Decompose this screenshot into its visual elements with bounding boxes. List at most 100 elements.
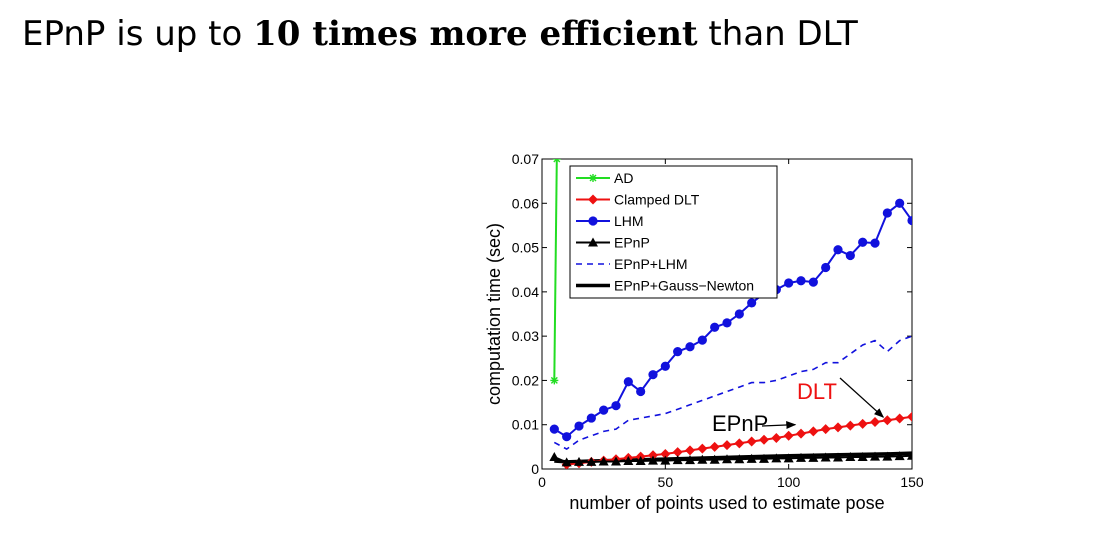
data-point-clamped-dlt (894, 413, 905, 424)
legend-label-epnp: EPnP (614, 235, 650, 251)
data-point-epnp (574, 456, 584, 466)
x-tick-label: 0 (538, 474, 546, 490)
legend-box (569, 165, 778, 299)
y-tick-label: 0.01 (512, 417, 539, 433)
data-point-epnp (894, 451, 905, 461)
y-axis-label: computation time (sec) (484, 223, 504, 405)
series-group (549, 159, 912, 469)
data-point-epnp (598, 456, 609, 466)
data-point-epnp (709, 454, 720, 464)
data-point-clamped-dlt (808, 426, 819, 437)
y-tick-label: 0.04 (512, 284, 539, 300)
data-point-clamped-dlt (833, 422, 843, 433)
series-ad (550, 159, 561, 385)
data-point-lhm (784, 278, 794, 288)
x-tick-label: 100 (777, 474, 801, 490)
data-point-lhm (660, 361, 670, 371)
data-point-clamped-dlt (722, 440, 732, 451)
data-point-ad (552, 159, 561, 163)
data-point-lhm (562, 432, 572, 442)
legend-marker-lhm (588, 216, 598, 226)
data-point-epnp (648, 455, 658, 465)
data-point-clamped-dlt (820, 424, 831, 435)
data-point-epnp (697, 454, 708, 464)
data-point-clamped-dlt (746, 436, 757, 447)
data-point-lhm (586, 413, 596, 423)
data-point-clamped-dlt (870, 417, 880, 428)
data-point-lhm (808, 277, 818, 287)
data-point-lhm (611, 401, 621, 411)
legend-label-lhm: LHM (614, 213, 644, 229)
data-point-lhm (599, 405, 609, 415)
data-point-epnp (796, 452, 806, 462)
data-point-clamped-dlt (783, 430, 794, 441)
data-point-ad (550, 376, 559, 385)
y-tick-label: 0.02 (512, 372, 539, 388)
data-point-lhm (623, 377, 633, 387)
annotations: DLT EPnP (712, 377, 885, 436)
legend-label-epnp-lhm: EPnP+LHM (614, 256, 688, 272)
y-tick-label: 0 (531, 461, 539, 477)
data-point-epnp (660, 455, 671, 465)
legend: AD Clamped DLT LHM EPnP EPnP+LHM EPnP+Gauss−N… (569, 165, 778, 299)
data-point-lhm (747, 298, 757, 308)
data-point-lhm (845, 250, 855, 261)
slide-title: EPnP is up to 10 times more efficient th… (22, 14, 858, 54)
legend-label-epnp-gauss-newton: EPnP+Gauss−Newton (614, 278, 754, 294)
data-point-epnp (820, 452, 831, 462)
slide-title-bold: 10 times more efficient (253, 14, 698, 54)
data-point-clamped-dlt (709, 441, 720, 452)
data-point-epnp (857, 452, 868, 462)
data-point-epnp (907, 450, 912, 460)
data-point-clamped-dlt (796, 428, 806, 439)
data-point-lhm (549, 424, 559, 434)
series-line-epnp-lhm (553, 335, 912, 451)
data-point-epnp (771, 453, 782, 463)
data-point-clamped-dlt (907, 411, 912, 422)
data-point-lhm (796, 276, 806, 286)
data-point-clamped-dlt (857, 418, 868, 429)
y-tick-label: 0.03 (512, 328, 539, 344)
data-point-lhm (882, 208, 892, 218)
data-point-lhm (833, 245, 843, 255)
slide-title-pre: EPnP is up to (22, 14, 254, 54)
annotation-epnp: EPnP (712, 411, 768, 436)
data-point-lhm (722, 318, 732, 328)
x-tick-label: 50 (658, 474, 674, 490)
data-point-clamped-dlt (672, 447, 683, 458)
data-point-lhm (685, 342, 695, 352)
data-point-lhm (895, 198, 905, 208)
data-point-clamped-dlt (882, 415, 893, 426)
legend-marker-ad (589, 174, 597, 182)
data-point-epnp (672, 455, 683, 465)
data-point-epnp (833, 452, 843, 462)
data-point-clamped-dlt (697, 443, 708, 454)
data-point-epnp (870, 451, 880, 461)
x-axis-label: number of points used to estimate pose (569, 493, 884, 513)
y-tick-label: 0.06 (512, 195, 539, 211)
data-point-epnp (808, 452, 819, 462)
data-point-epnp (734, 454, 745, 464)
series-line-ad (553, 159, 558, 381)
data-point-epnp (685, 455, 695, 465)
series-epnp-lhm (553, 335, 912, 451)
data-point-epnp (561, 457, 572, 467)
data-point-lhm (710, 322, 720, 332)
data-point-lhm (673, 347, 683, 357)
data-point-epnp (882, 451, 893, 461)
data-point-lhm (574, 421, 584, 431)
data-point-lhm (648, 370, 658, 380)
data-point-lhm (858, 237, 868, 247)
data-point-clamped-dlt (648, 450, 658, 461)
data-point-clamped-dlt (759, 434, 769, 445)
data-point-epnp (549, 452, 560, 462)
series-epnp (549, 450, 912, 467)
legend-label-clamped-dlt: Clamped DLT (614, 192, 700, 208)
legend-marker-clamped-dlt (588, 194, 598, 205)
data-point-epnp (586, 456, 597, 466)
x-tick-label: 150 (900, 474, 924, 490)
data-point-epnp (783, 453, 794, 463)
data-point-epnp (845, 452, 856, 462)
annotation-arrow-epnp (761, 421, 797, 430)
